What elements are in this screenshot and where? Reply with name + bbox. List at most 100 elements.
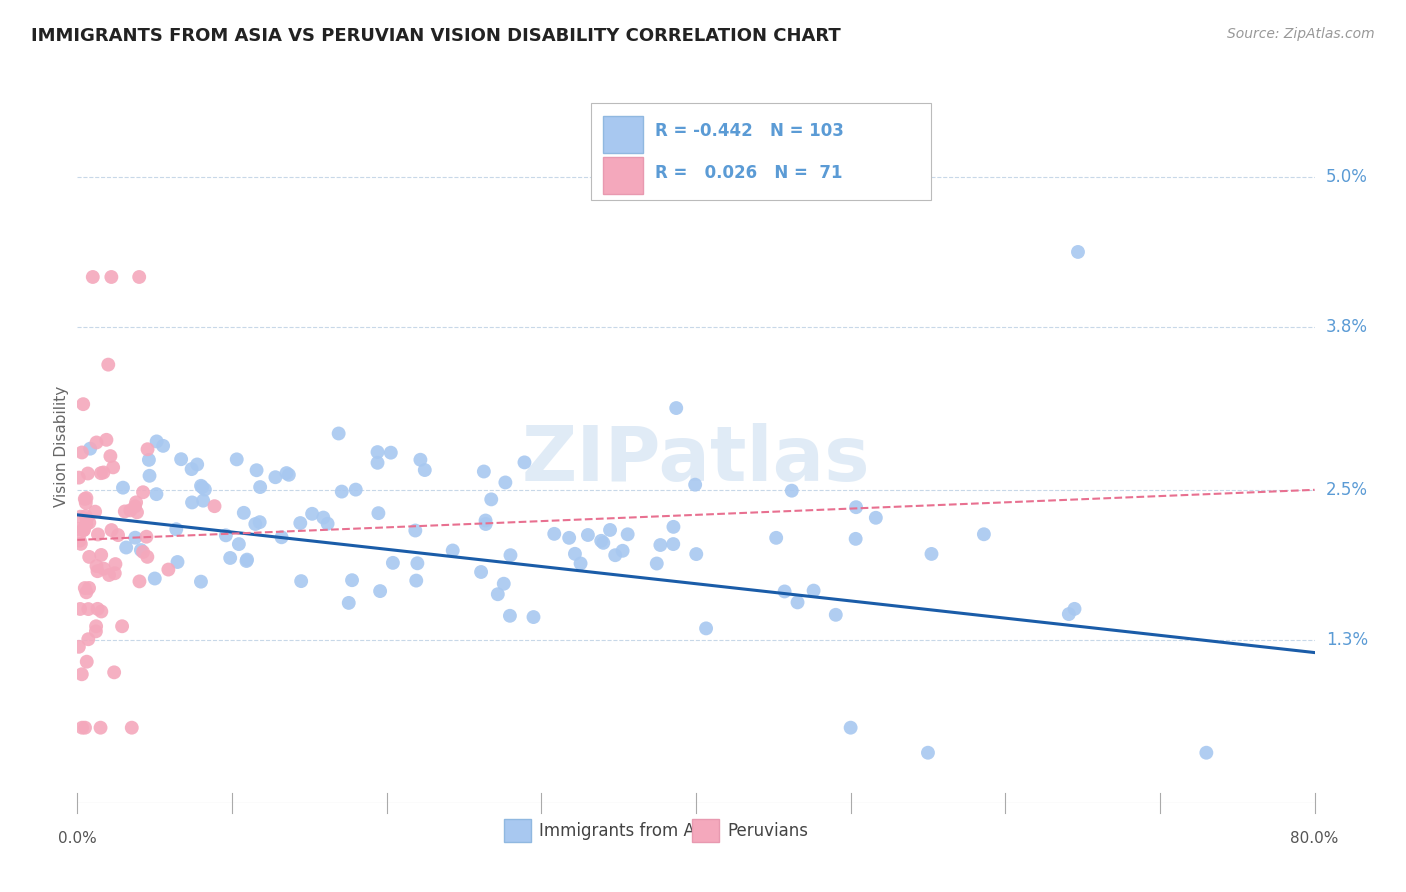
Point bbox=[76, 655, 98, 669]
Point bbox=[277, 467, 299, 482]
Point bbox=[124, 500, 146, 514]
Point bbox=[75, 491, 97, 505]
Point bbox=[367, 456, 389, 470]
Text: R =   0.026   N =  71: R = 0.026 N = 71 bbox=[655, 164, 842, 182]
Text: 2.5%: 2.5% bbox=[1326, 481, 1368, 499]
Point bbox=[236, 552, 259, 566]
Point bbox=[380, 445, 402, 459]
Point bbox=[368, 584, 391, 599]
Point bbox=[86, 559, 108, 574]
Point bbox=[79, 516, 101, 530]
Point bbox=[121, 721, 143, 735]
Point bbox=[312, 510, 335, 524]
Point bbox=[132, 485, 155, 500]
Point bbox=[67, 470, 90, 484]
Point bbox=[276, 466, 298, 480]
Point bbox=[824, 607, 846, 622]
Point bbox=[72, 522, 94, 536]
Point bbox=[1195, 746, 1218, 760]
Point bbox=[73, 721, 96, 735]
Point bbox=[90, 548, 112, 562]
Point bbox=[245, 463, 267, 477]
Point bbox=[77, 581, 100, 595]
Point bbox=[650, 538, 672, 552]
Point bbox=[662, 537, 685, 551]
Point bbox=[107, 528, 129, 542]
Point bbox=[136, 549, 159, 564]
Point bbox=[93, 466, 115, 480]
Point bbox=[96, 433, 118, 447]
Point bbox=[128, 574, 150, 589]
Point bbox=[665, 401, 688, 415]
Point bbox=[228, 537, 250, 551]
Point bbox=[86, 435, 108, 450]
Point bbox=[441, 543, 464, 558]
Point bbox=[72, 397, 94, 411]
Point bbox=[72, 523, 94, 537]
Point bbox=[114, 504, 136, 518]
Point bbox=[191, 480, 214, 494]
Point bbox=[76, 467, 98, 481]
Point bbox=[111, 481, 134, 495]
Point bbox=[82, 270, 104, 285]
Point bbox=[522, 610, 544, 624]
Point bbox=[564, 547, 586, 561]
Point bbox=[270, 530, 292, 544]
Point bbox=[100, 449, 122, 463]
Point bbox=[406, 556, 429, 570]
Point bbox=[136, 442, 159, 457]
Point bbox=[232, 506, 254, 520]
Point bbox=[76, 512, 98, 526]
Point bbox=[120, 503, 142, 517]
Point bbox=[128, 270, 150, 285]
Point bbox=[367, 506, 389, 520]
Point bbox=[166, 555, 188, 569]
Point bbox=[69, 533, 91, 548]
Point bbox=[194, 483, 217, 497]
Point bbox=[193, 493, 215, 508]
Point bbox=[145, 487, 167, 501]
Point bbox=[186, 458, 208, 472]
Point bbox=[93, 562, 115, 576]
Point bbox=[290, 516, 312, 530]
Point bbox=[75, 496, 97, 510]
Point bbox=[101, 460, 124, 475]
Point bbox=[917, 746, 939, 760]
Point bbox=[138, 468, 160, 483]
Point bbox=[157, 563, 180, 577]
Point bbox=[145, 434, 167, 449]
Point bbox=[486, 587, 509, 601]
Point bbox=[70, 445, 93, 459]
Point bbox=[780, 483, 803, 498]
Point bbox=[77, 602, 100, 616]
Point bbox=[215, 528, 238, 542]
Text: Source: ZipAtlas.com: Source: ZipAtlas.com bbox=[1227, 27, 1375, 41]
Text: R = -0.442   N = 103: R = -0.442 N = 103 bbox=[655, 121, 844, 139]
Point bbox=[645, 557, 668, 571]
Point bbox=[125, 495, 148, 509]
Point bbox=[413, 463, 436, 477]
Point bbox=[973, 527, 995, 541]
Y-axis label: Vision Disability: Vision Disability bbox=[53, 385, 69, 507]
Point bbox=[576, 528, 599, 542]
Bar bbox=[505, 819, 531, 842]
Point bbox=[249, 480, 271, 494]
Text: 0.0%: 0.0% bbox=[58, 830, 97, 846]
Point bbox=[97, 358, 120, 372]
Point bbox=[845, 500, 868, 515]
Point bbox=[219, 551, 242, 566]
Bar bbox=[692, 819, 720, 842]
Point bbox=[170, 452, 193, 467]
Point bbox=[190, 479, 212, 493]
Point bbox=[921, 547, 943, 561]
Point bbox=[337, 596, 360, 610]
Text: 1.3%: 1.3% bbox=[1326, 631, 1368, 649]
Point bbox=[69, 509, 91, 524]
Point bbox=[204, 499, 226, 513]
Point bbox=[125, 505, 148, 519]
Point bbox=[143, 572, 166, 586]
Point bbox=[70, 721, 93, 735]
Point bbox=[765, 531, 787, 545]
Point bbox=[77, 549, 100, 564]
Point bbox=[98, 568, 121, 582]
